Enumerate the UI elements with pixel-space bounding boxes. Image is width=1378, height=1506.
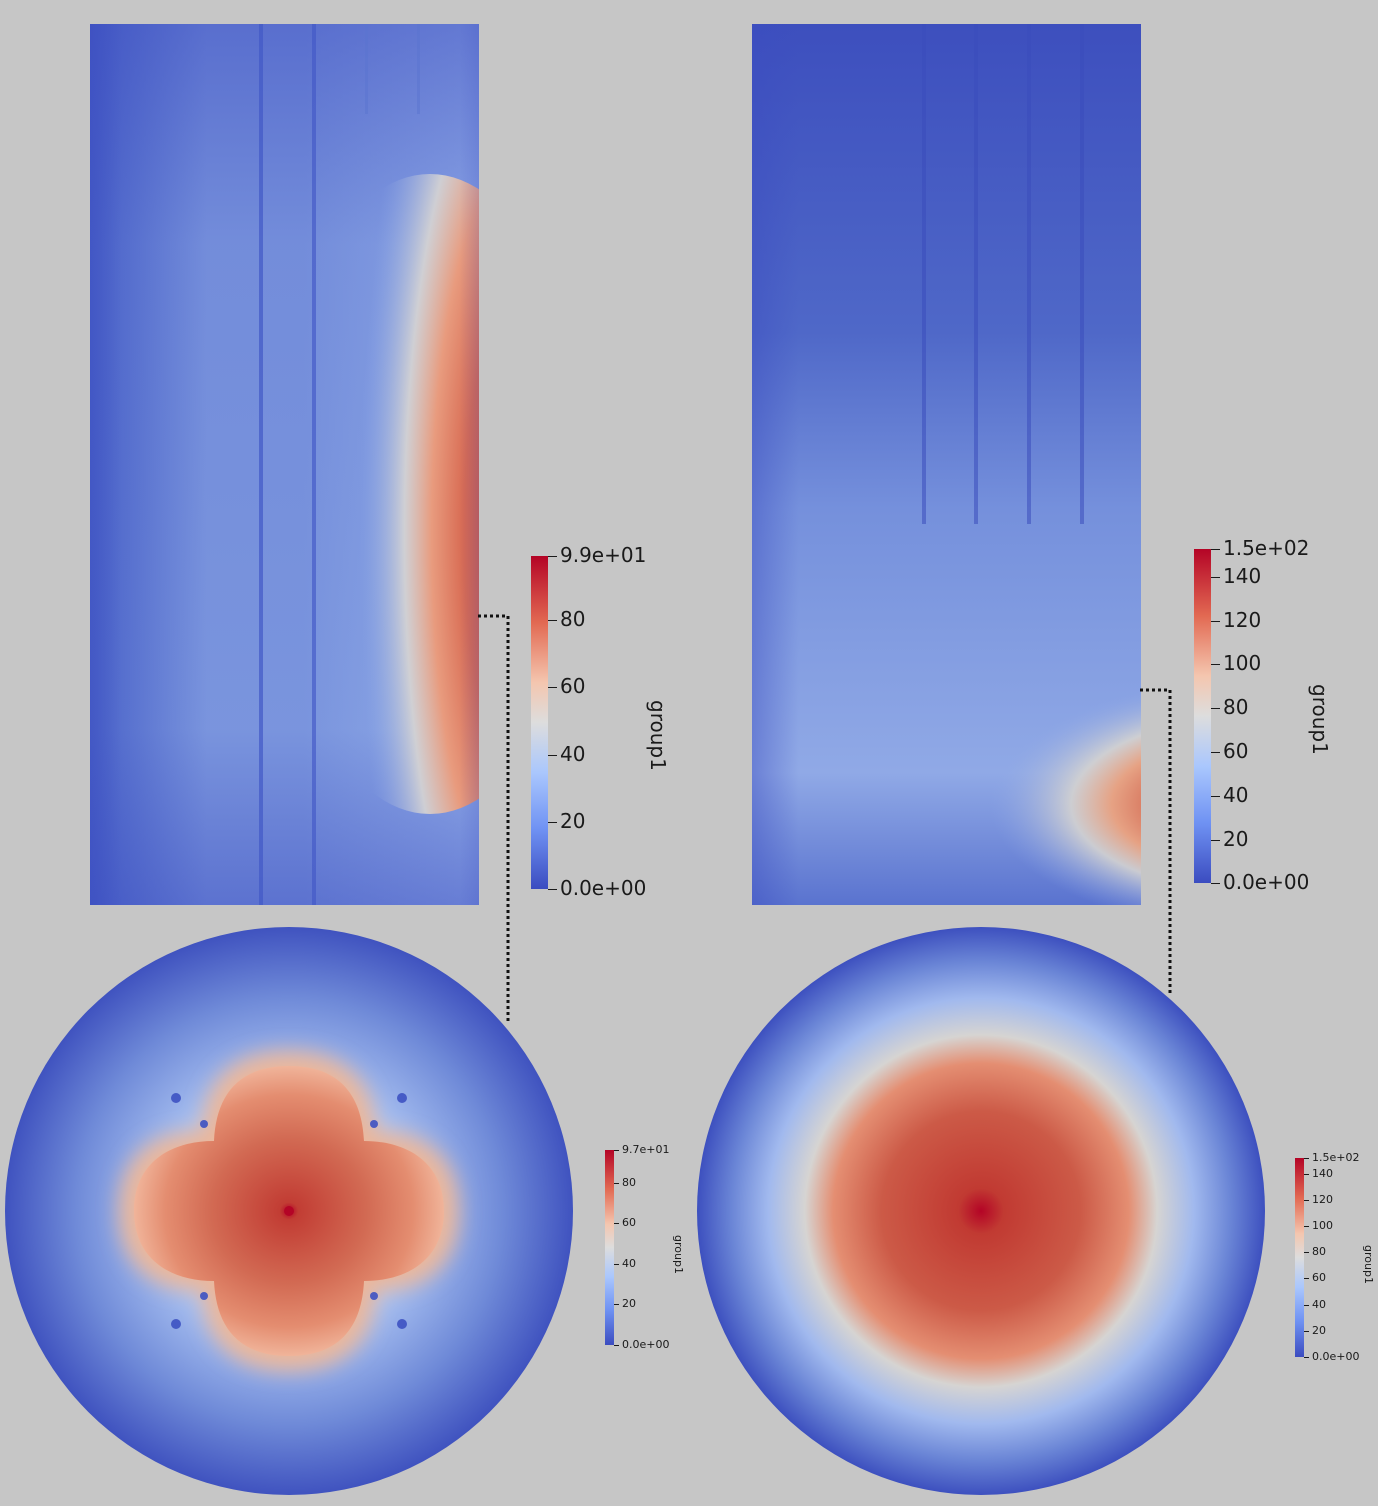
- colorbar-title: group1: [1308, 684, 1332, 755]
- colorbar-tick-label: 9.7e+01: [622, 1142, 670, 1156]
- colorbar-tick: [1304, 1305, 1309, 1306]
- bottom-left-colorbar: [605, 1150, 614, 1345]
- colorbar-tick: [548, 755, 557, 756]
- colorbar-tick: [1211, 708, 1220, 709]
- colorbar-tick: [1304, 1158, 1309, 1159]
- top-left-section-plot: [90, 24, 479, 905]
- colorbar-tick-label: 40: [1312, 1297, 1326, 1311]
- colorbar-tick-label: 0.0e+00: [1223, 870, 1310, 894]
- colorbar-tick: [1304, 1252, 1309, 1253]
- colorbar-title: group1: [1362, 1245, 1375, 1284]
- colorbar-tick: [548, 822, 557, 823]
- colorbar-tick: [548, 620, 557, 621]
- colorbar-tick: [1304, 1357, 1309, 1358]
- top-right-colorbar: [1194, 549, 1211, 883]
- colorbar-tick: [1211, 621, 1220, 622]
- colorbar-tick: [1304, 1200, 1309, 1201]
- colorbar-tick: [614, 1304, 619, 1305]
- top-right-section-plot: [752, 24, 1141, 905]
- colorbar-tick-label: 60: [1223, 739, 1249, 763]
- colorbar-tick-label: 20: [622, 1296, 636, 1310]
- colorbar-tick-label: 0.0e+00: [560, 876, 647, 900]
- colorbar-tick-label: 20: [560, 809, 586, 833]
- colorbar-tick-label: 80: [1312, 1244, 1326, 1258]
- colorbar-title: group1: [672, 1235, 685, 1274]
- colorbar-tick-label: 0.0e+00: [622, 1337, 670, 1351]
- colorbar-tick-label: 120: [1312, 1192, 1333, 1206]
- colorbar-tick: [1211, 796, 1220, 797]
- colorbar-tick-label: 120: [1223, 608, 1262, 632]
- colorbar-tick-label: 100: [1312, 1218, 1333, 1232]
- colorbar-tick-label: 1.5e+02: [1223, 536, 1310, 560]
- colorbar-tick-label: 140: [1312, 1166, 1333, 1180]
- colorbar-tick-label: 0.0e+00: [1312, 1349, 1360, 1363]
- colorbar-tick: [614, 1223, 619, 1224]
- colorbar-tick: [1304, 1331, 1309, 1332]
- colorbar-tick: [1211, 883, 1220, 884]
- colorbar-tick-label: 40: [1223, 783, 1249, 807]
- colorbar-tick: [1211, 664, 1220, 665]
- colorbar-tick-label: 1.5e+02: [1312, 1150, 1360, 1164]
- colorbar-tick: [548, 687, 557, 688]
- colorbar-title: group1: [646, 700, 670, 771]
- colorbar-tick-label: 60: [622, 1215, 636, 1229]
- colorbar-tick: [1211, 577, 1220, 578]
- top-right-connector-line: [1140, 688, 1172, 994]
- colorbar-tick: [1211, 549, 1220, 550]
- colorbar-tick-label: 20: [1223, 827, 1249, 851]
- colorbar-tick-label: 60: [1312, 1270, 1326, 1284]
- colorbar-tick: [548, 889, 557, 890]
- colorbar-tick-label: 60: [560, 674, 586, 698]
- colorbar-tick-label: 80: [622, 1175, 636, 1189]
- colorbar-tick-label: 80: [1223, 695, 1249, 719]
- colorbar-tick-label: 40: [622, 1256, 636, 1270]
- colorbar-tick-label: 100: [1223, 651, 1262, 675]
- colorbar-tick: [1211, 840, 1220, 841]
- colorbar-tick: [1211, 752, 1220, 753]
- colorbar-tick: [614, 1150, 619, 1151]
- top-left-connector-line: [478, 614, 510, 1024]
- colorbar-tick-label: 80: [560, 607, 586, 631]
- colorbar-tick-label: 40: [560, 742, 586, 766]
- bottom-right-cross-section-plot: [696, 926, 1266, 1496]
- colorbar-tick: [614, 1345, 619, 1346]
- colorbar-tick: [1304, 1174, 1309, 1175]
- colorbar-tick-label: 20: [1312, 1323, 1326, 1337]
- bottom-left-cross-section-plot: [4, 926, 574, 1496]
- colorbar-tick: [1304, 1226, 1309, 1227]
- colorbar-tick: [548, 556, 557, 557]
- top-left-colorbar: [531, 556, 548, 889]
- colorbar-tick-label: 9.9e+01: [560, 543, 647, 567]
- bottom-right-colorbar: [1295, 1158, 1304, 1357]
- colorbar-tick: [614, 1183, 619, 1184]
- colorbar-tick: [1304, 1278, 1309, 1279]
- colorbar-tick: [614, 1264, 619, 1265]
- colorbar-tick-label: 140: [1223, 564, 1262, 588]
